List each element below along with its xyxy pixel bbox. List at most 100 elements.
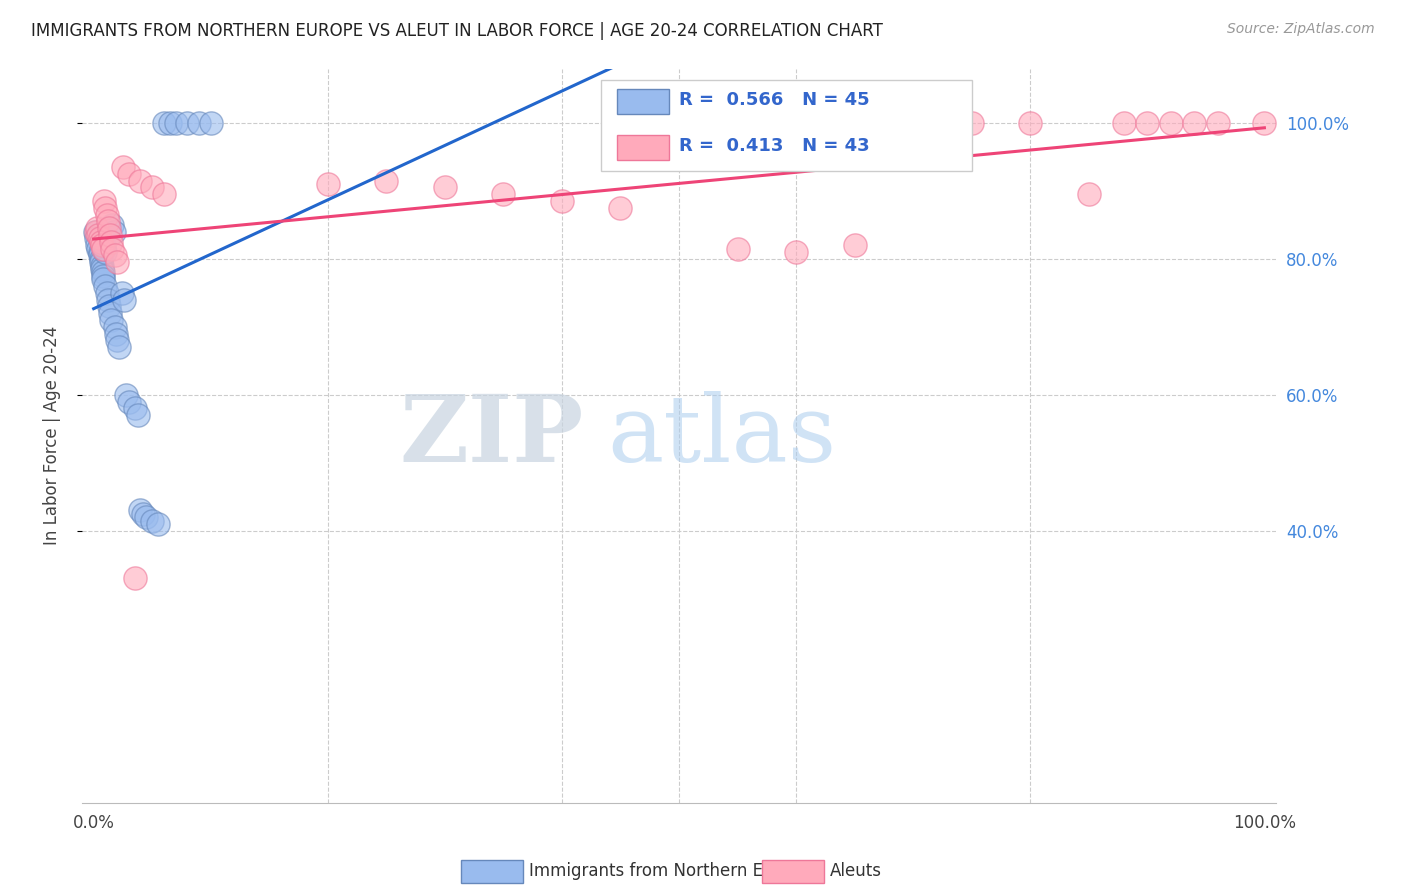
Point	[100, 235, 122, 249]
Point	[1160, 116, 1182, 130]
Point	[98, 306, 121, 320]
Point	[105, 255, 128, 269]
Point	[124, 571, 146, 585]
Point	[101, 242, 124, 256]
Point	[1136, 116, 1159, 130]
Point	[83, 225, 105, 239]
Point	[159, 116, 181, 130]
Point	[91, 272, 114, 286]
Point	[118, 394, 141, 409]
Point	[132, 507, 155, 521]
Point	[129, 503, 152, 517]
Text: IMMIGRANTS FROM NORTHERN EUROPE VS ALEUT IN LABOR FORCE | AGE 20-24 CORRELATION : IMMIGRANTS FROM NORTHERN EUROPE VS ALEUT…	[31, 22, 883, 40]
Point	[94, 279, 117, 293]
Point	[200, 116, 222, 130]
Point	[105, 334, 128, 348]
Point	[90, 238, 112, 252]
Point	[93, 242, 115, 256]
Point	[89, 245, 111, 260]
Point	[104, 326, 127, 341]
Point	[90, 262, 112, 277]
Point	[188, 116, 211, 130]
Point	[153, 187, 176, 202]
Point	[97, 214, 120, 228]
Point	[844, 238, 866, 252]
Point	[668, 116, 690, 130]
Text: R =  0.413   N = 43: R = 0.413 N = 43	[679, 136, 870, 154]
Point	[96, 208, 118, 222]
Point	[91, 265, 114, 279]
Point	[112, 293, 135, 307]
Point	[84, 225, 107, 239]
Text: R =  0.566   N = 45: R = 0.566 N = 45	[679, 91, 870, 109]
Point	[101, 218, 124, 232]
Point	[153, 116, 176, 130]
Point	[87, 228, 110, 243]
Point	[111, 285, 134, 300]
Point	[90, 252, 112, 266]
Point	[90, 259, 112, 273]
FancyBboxPatch shape	[617, 89, 669, 114]
Point	[1253, 116, 1275, 130]
Point	[118, 167, 141, 181]
FancyBboxPatch shape	[617, 135, 669, 160]
Point	[104, 319, 127, 334]
Point	[108, 340, 131, 354]
Point	[115, 388, 138, 402]
Point	[1206, 116, 1229, 130]
Point	[960, 116, 983, 130]
Point	[1019, 116, 1042, 130]
Point	[96, 285, 118, 300]
Point	[901, 116, 924, 130]
Point	[1112, 116, 1135, 130]
Point	[97, 293, 120, 307]
Text: Immigrants from Northern Europe: Immigrants from Northern Europe	[529, 863, 810, 880]
Point	[375, 174, 398, 188]
Point	[93, 238, 115, 252]
Point	[492, 187, 515, 202]
Text: Source: ZipAtlas.com: Source: ZipAtlas.com	[1227, 22, 1375, 37]
Point	[1077, 187, 1099, 202]
Y-axis label: In Labor Force | Age 20-24: In Labor Force | Age 20-24	[44, 326, 60, 545]
Point	[97, 300, 120, 314]
Point	[90, 235, 112, 249]
Point	[87, 242, 110, 256]
Point	[97, 221, 120, 235]
Point	[94, 245, 117, 260]
Point	[135, 510, 157, 524]
Point	[141, 514, 163, 528]
Point	[727, 242, 749, 256]
Point	[127, 408, 149, 422]
Point	[91, 268, 114, 283]
Point	[89, 231, 111, 245]
Point	[785, 245, 807, 260]
Point	[551, 194, 574, 208]
Point	[90, 255, 112, 269]
Point	[609, 201, 631, 215]
Point	[84, 231, 107, 245]
Point	[86, 238, 108, 252]
Point	[86, 221, 108, 235]
Point	[100, 313, 122, 327]
Point	[146, 516, 169, 531]
Point	[176, 116, 198, 130]
Point	[103, 225, 125, 239]
Point	[111, 160, 134, 174]
Point	[93, 194, 115, 208]
Point	[433, 180, 456, 194]
Text: atlas: atlas	[607, 391, 837, 481]
Point	[124, 401, 146, 416]
Point	[165, 116, 187, 130]
Point	[89, 248, 111, 262]
Point	[1182, 116, 1205, 130]
Point	[94, 201, 117, 215]
Point	[141, 180, 163, 194]
Point	[91, 242, 114, 256]
Text: ZIP: ZIP	[399, 391, 583, 481]
Point	[98, 228, 121, 243]
Point	[316, 177, 339, 191]
Text: Aleuts: Aleuts	[830, 863, 882, 880]
FancyBboxPatch shape	[602, 79, 972, 171]
Point	[129, 174, 152, 188]
Point	[104, 248, 127, 262]
